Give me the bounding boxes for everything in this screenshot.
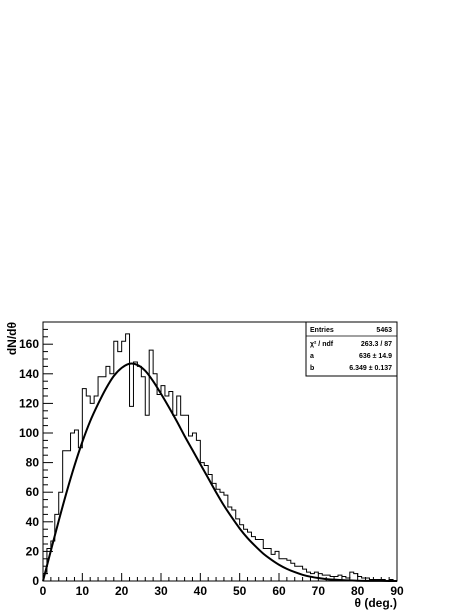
stats-box: Entries 5463 χ² / ndf 263.3 / 87 a 636 ± 14.9… — [305, 321, 398, 377]
y-tick-label: 160 — [19, 337, 39, 351]
stats-value: 636 ± 14.9 — [359, 353, 392, 360]
x-axis: 0 10 20 30 40 50 60 70 80 90 — [40, 573, 404, 598]
y-tick-label: 100 — [19, 426, 39, 440]
y-tick-label: 140 — [19, 367, 39, 381]
stats-value: 263.3 / 87 — [361, 341, 392, 348]
plot-frame — [42, 321, 398, 582]
y-tick-label: 0 — [32, 574, 39, 588]
stats-value: 5463 — [376, 327, 392, 334]
x-tick-label: 20 — [115, 584, 129, 598]
x-tick-label: 80 — [351, 584, 365, 598]
y-tick-label: 20 — [26, 544, 40, 558]
stats-label: Entries — [310, 327, 334, 334]
x-tick-label: 10 — [76, 584, 90, 598]
fit-curve — [42, 362, 398, 582]
y-tick-label: 120 — [19, 396, 39, 410]
y-tick-label: 60 — [26, 485, 40, 499]
stats-value: 6.349 ± 0.137 — [349, 365, 392, 372]
x-tick-label: 90 — [390, 584, 404, 598]
x-tick-label: 60 — [272, 584, 286, 598]
x-tick-label: 50 — [233, 584, 247, 598]
stats-label: b — [310, 365, 314, 372]
x-tick-label: 0 — [40, 584, 47, 598]
y-tick-label: 80 — [26, 456, 40, 470]
x-tick-label: 40 — [194, 584, 208, 598]
y-axis-title: dN/dθ — [5, 322, 19, 355]
y-tick-label: 40 — [26, 515, 40, 529]
stats-label: a — [310, 353, 314, 360]
x-tick-label: 30 — [154, 584, 168, 598]
histogram-series — [42, 333, 397, 582]
x-tick-label: 70 — [312, 584, 326, 598]
y-axis: 0 20 40 60 80 100 120 140 160 — [19, 321, 53, 588]
stats-label: χ² / ndf — [310, 341, 334, 348]
x-axis-title: θ (deg.) — [355, 596, 397, 610]
